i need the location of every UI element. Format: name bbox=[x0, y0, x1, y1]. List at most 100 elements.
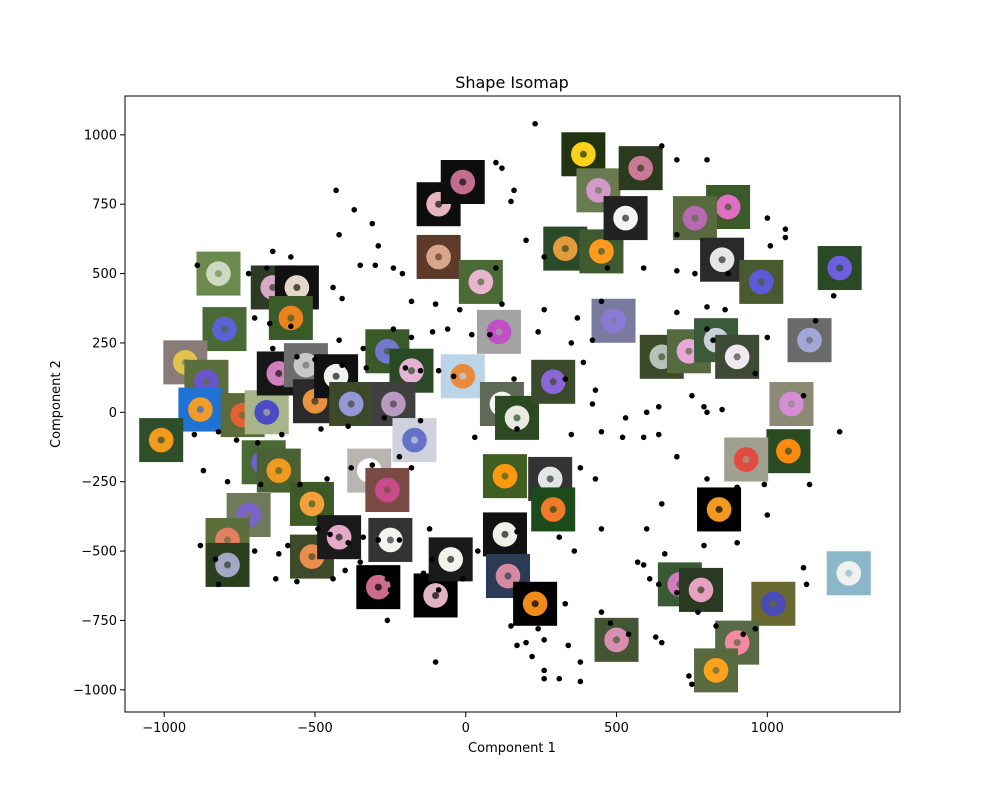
scatter-point bbox=[725, 492, 731, 499]
thumbnail-center bbox=[335, 533, 343, 541]
scatter-point bbox=[568, 431, 575, 438]
thumbnail-center bbox=[594, 186, 602, 194]
scatter-point bbox=[288, 323, 294, 330]
thumbnail-center bbox=[239, 411, 247, 419]
image-thumbnail bbox=[440, 354, 485, 399]
scatter-point bbox=[417, 417, 424, 424]
thumbnail-center bbox=[685, 347, 693, 355]
scatter-point bbox=[571, 548, 578, 554]
scatter-point bbox=[493, 265, 499, 271]
thumbnail-center bbox=[263, 408, 271, 416]
scatter-point bbox=[191, 431, 198, 438]
scatter-point bbox=[692, 270, 698, 277]
image-thumbnail bbox=[817, 246, 862, 291]
scatter-point bbox=[508, 198, 514, 205]
image-thumbnail bbox=[618, 146, 663, 191]
scatter-point bbox=[658, 143, 665, 149]
scatter-point bbox=[812, 317, 819, 324]
scatter-point bbox=[577, 659, 584, 665]
image-thumbnail bbox=[751, 581, 796, 626]
y-tick-label: 1000 bbox=[84, 128, 117, 143]
image-thumbnail bbox=[244, 390, 289, 435]
scatter-point bbox=[674, 157, 680, 163]
image-thumbnail bbox=[368, 517, 413, 562]
scatter-point bbox=[435, 587, 442, 593]
scatter-point bbox=[200, 467, 207, 474]
scatter-point bbox=[212, 556, 219, 563]
scatter-point bbox=[803, 581, 810, 588]
scatter-point bbox=[719, 406, 725, 413]
thumbnail-center bbox=[513, 414, 521, 422]
plot-area-frame bbox=[124, 95, 901, 713]
scatter-point bbox=[752, 370, 759, 377]
scatter-point bbox=[511, 376, 517, 382]
thumbnail-center bbox=[787, 400, 795, 408]
image-thumbnail bbox=[694, 648, 739, 693]
thumbnail-center bbox=[579, 150, 587, 158]
thumbnail-center bbox=[220, 325, 229, 333]
scatter-point bbox=[339, 362, 345, 368]
scatter-point bbox=[622, 415, 629, 421]
thumbnail-center bbox=[658, 353, 666, 361]
scatter-point bbox=[592, 387, 599, 393]
thumbnail-center bbox=[196, 406, 204, 414]
scatter-point bbox=[782, 234, 789, 241]
scatter-point bbox=[722, 306, 728, 313]
image-thumbnail bbox=[356, 565, 401, 610]
image-thumbnail bbox=[513, 581, 558, 626]
thumbnail-center bbox=[157, 436, 165, 444]
scatter-point bbox=[408, 298, 415, 305]
scatter-point bbox=[297, 481, 303, 488]
thumbnail-center bbox=[407, 367, 415, 375]
thumbnail-center bbox=[383, 347, 391, 355]
image-thumbnail bbox=[178, 387, 223, 432]
scatter-point bbox=[734, 539, 740, 546]
thumbnail-center bbox=[637, 164, 645, 172]
thumbnail-center bbox=[757, 278, 765, 286]
scatter-point bbox=[197, 542, 204, 549]
scatter-point bbox=[251, 548, 258, 554]
scatter-point bbox=[257, 481, 264, 488]
scatter-point bbox=[357, 559, 364, 565]
image-thumbnail bbox=[482, 512, 527, 557]
scatter-point bbox=[764, 334, 771, 341]
scatter-point bbox=[263, 265, 270, 271]
scatter-point bbox=[417, 367, 424, 374]
image-thumbnail bbox=[531, 359, 576, 404]
thumbnail-center bbox=[597, 247, 605, 255]
scatter-point bbox=[541, 306, 547, 313]
thumbnail-center bbox=[733, 639, 741, 647]
thumbnail-center bbox=[546, 475, 554, 483]
scatter-point bbox=[456, 306, 463, 313]
scatter-point bbox=[487, 331, 493, 338]
image-thumbnail bbox=[672, 196, 717, 241]
thumbnail-center bbox=[410, 436, 419, 444]
scatter-point bbox=[324, 476, 330, 482]
scatter-point bbox=[695, 609, 701, 615]
scatter-point bbox=[432, 659, 439, 665]
y-axis-label: Component 2 bbox=[49, 360, 64, 448]
scatter-point bbox=[327, 531, 333, 538]
thumbnail-center bbox=[293, 283, 301, 291]
thumbnail-center bbox=[202, 378, 210, 386]
image-thumbnail bbox=[603, 196, 648, 241]
scatter-point bbox=[266, 320, 273, 327]
scatter-point bbox=[450, 373, 457, 380]
image-thumbnail bbox=[317, 515, 362, 560]
scatter-point bbox=[752, 625, 759, 632]
thumbnail-center bbox=[435, 253, 443, 261]
scatter-point bbox=[598, 526, 605, 532]
scatter-point bbox=[674, 231, 680, 238]
image-thumbnails-layer bbox=[139, 132, 871, 693]
scatter-point bbox=[215, 581, 222, 588]
scatter-point bbox=[562, 376, 569, 382]
image-thumbnail bbox=[678, 567, 723, 612]
thumbnail-center bbox=[308, 500, 316, 508]
image-thumbnail bbox=[205, 542, 250, 587]
scatter-point bbox=[330, 284, 336, 291]
scatter-point bbox=[704, 304, 710, 310]
scatter-point bbox=[541, 637, 547, 643]
thumbnail-center bbox=[622, 214, 630, 222]
scatter-point bbox=[272, 576, 279, 582]
scatter-point bbox=[493, 159, 499, 166]
